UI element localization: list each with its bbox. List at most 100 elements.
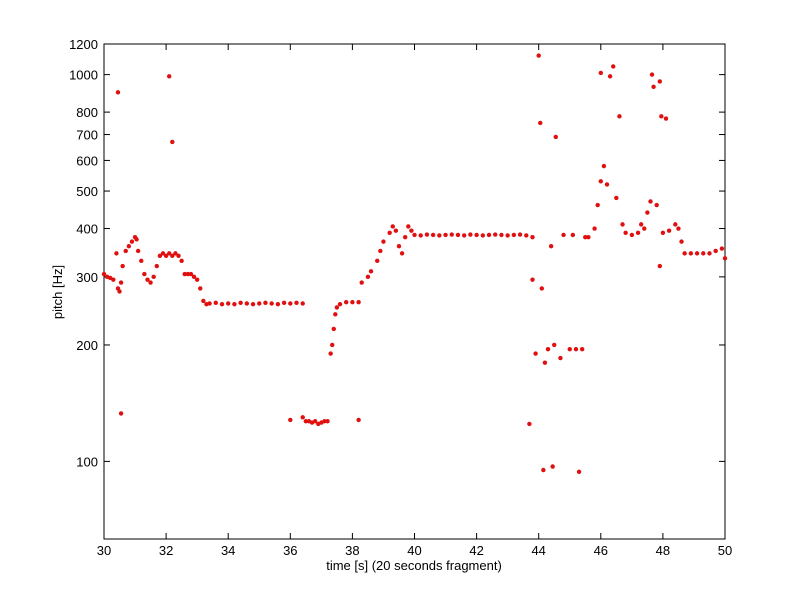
- point: [350, 299, 355, 305]
- point: [541, 467, 546, 473]
- point: [134, 237, 139, 242]
- point: [250, 301, 256, 307]
- y-tick-label: 1200: [69, 37, 98, 52]
- point: [480, 233, 486, 238]
- point: [409, 228, 414, 233]
- point: [545, 347, 551, 352]
- point: [676, 226, 681, 231]
- point: [402, 234, 408, 240]
- point: [412, 232, 417, 238]
- point: [343, 299, 349, 305]
- point: [657, 263, 662, 269]
- point: [160, 251, 166, 256]
- y-tick-label: 100: [76, 454, 98, 469]
- point: [536, 53, 541, 58]
- plot-box: [103, 43, 726, 540]
- point: [396, 244, 402, 249]
- x-axis-label: time [s] (20 seconds fragment): [326, 558, 502, 573]
- point: [232, 301, 237, 307]
- point: [430, 232, 436, 238]
- point: [322, 419, 327, 424]
- point: [424, 232, 430, 237]
- point: [226, 301, 231, 306]
- point: [649, 72, 655, 77]
- point: [188, 271, 194, 277]
- x-tick-label: 40: [407, 543, 421, 558]
- point: [530, 277, 535, 282]
- x-tick-label: 38: [345, 543, 359, 558]
- point: [393, 228, 399, 233]
- point: [598, 70, 603, 76]
- point: [328, 351, 333, 356]
- point: [173, 251, 178, 256]
- point: [598, 179, 603, 184]
- point: [638, 222, 644, 227]
- y-tick-label: 700: [76, 128, 98, 143]
- point: [325, 419, 330, 424]
- point: [586, 234, 591, 240]
- point: [176, 253, 181, 259]
- point: [648, 199, 653, 204]
- x-tick-label: 44: [531, 543, 545, 558]
- point: [191, 274, 197, 280]
- point: [511, 232, 517, 238]
- point: [337, 301, 343, 307]
- point: [390, 224, 395, 229]
- point: [688, 251, 694, 256]
- point: [356, 299, 361, 305]
- point: [331, 326, 336, 332]
- point: [623, 230, 628, 235]
- point: [719, 246, 725, 251]
- point: [561, 232, 566, 238]
- point: [170, 253, 175, 259]
- point: [275, 301, 281, 307]
- point: [148, 280, 153, 285]
- point: [645, 210, 650, 215]
- y-tick-label: 800: [76, 105, 98, 120]
- point: [359, 280, 364, 285]
- point: [567, 347, 572, 352]
- point: [607, 74, 613, 79]
- point: [281, 300, 287, 306]
- point: [269, 301, 274, 306]
- point: [167, 251, 172, 256]
- point: [198, 286, 203, 291]
- point: [592, 226, 597, 231]
- point: [617, 114, 622, 119]
- point: [179, 258, 184, 264]
- x-tick-label: 34: [221, 543, 235, 558]
- point: [194, 277, 200, 282]
- y-tick-label: 600: [76, 153, 98, 168]
- point: [601, 163, 607, 169]
- point: [334, 305, 340, 310]
- point: [123, 248, 128, 254]
- y-tick-label: 400: [76, 222, 98, 237]
- point: [620, 222, 625, 227]
- point: [524, 233, 529, 238]
- x-tick-label: 32: [159, 543, 173, 558]
- point: [673, 222, 678, 227]
- point: [538, 120, 543, 126]
- point: [111, 277, 116, 282]
- point: [207, 301, 212, 306]
- point: [694, 251, 700, 256]
- point: [201, 298, 206, 304]
- point: [139, 258, 144, 264]
- point: [406, 224, 411, 229]
- point: [185, 271, 191, 277]
- point: [657, 79, 662, 84]
- point: [182, 271, 187, 277]
- point: [468, 232, 473, 237]
- point: [550, 464, 555, 469]
- x-tick-label: 46: [594, 543, 608, 558]
- point: [461, 233, 467, 238]
- point: [378, 248, 383, 254]
- point: [257, 301, 262, 306]
- point: [437, 233, 442, 238]
- point: [288, 417, 293, 423]
- point: [118, 411, 124, 416]
- point: [595, 202, 600, 208]
- point: [399, 251, 405, 256]
- point: [365, 274, 371, 280]
